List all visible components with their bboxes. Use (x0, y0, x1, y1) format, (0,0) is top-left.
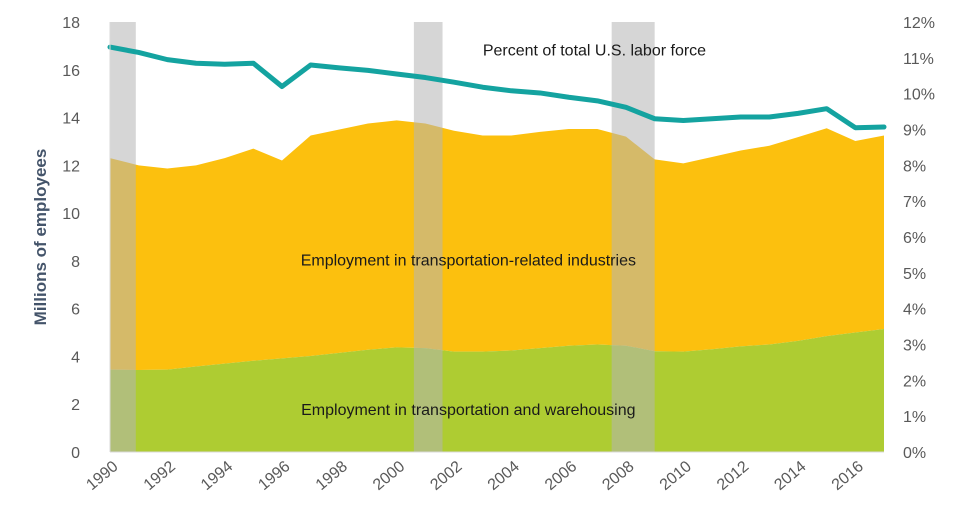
y2-tick-label: 10% (903, 87, 935, 104)
y-tick-label: 0 (71, 445, 80, 462)
y2-tick-label: 0% (903, 445, 926, 462)
y-tick-label: 14 (62, 111, 80, 128)
x-tick-label: 1994 (198, 458, 236, 494)
x-tick-label: 1990 (83, 458, 121, 494)
left-axis: 0 2 4 6 8 10 12 14 16 18 (62, 15, 111, 462)
x-tick-label: 2002 (427, 458, 465, 494)
y-tick-label: 12 (62, 158, 80, 175)
line-layer (107, 44, 887, 131)
recession-bands (110, 22, 655, 452)
y-tick-label: 18 (62, 15, 80, 32)
y2-tick-label: 11% (903, 51, 934, 68)
x-tick-label: 1998 (313, 458, 351, 494)
y2-tick-label: 2% (903, 373, 926, 390)
y2-tick-label: 7% (903, 194, 926, 211)
x-tick-label: 2006 (542, 458, 580, 494)
area-transportation-warehousing (110, 328, 884, 452)
x-tick-label: 1992 (141, 458, 179, 494)
annotation-1: Percent of total U.S. labor force (483, 42, 706, 59)
y-tick-label: 6 (71, 302, 80, 319)
y2-tick-label: 5% (903, 266, 926, 283)
x-tick-label: 2014 (771, 458, 809, 494)
line-percent-labor-force (107, 44, 887, 131)
y2-tick-label: 12% (903, 15, 935, 32)
recession-band-1 (110, 22, 136, 452)
x-tick-label: 2012 (714, 458, 752, 494)
recession-band-3 (611, 22, 655, 452)
right-axis: 0% 1% 2% 3% 4% 5% 6% 7% 8% 9% 10% 11% 12% (903, 15, 935, 462)
x-tick-label: 2008 (599, 458, 637, 494)
annotations: Percent of total U.S. labor force Employm… (301, 42, 706, 419)
y2-tick-label: 4% (903, 302, 926, 319)
area-layer (110, 120, 884, 452)
y2-tick-label: 6% (903, 230, 926, 247)
area-transportation-related (110, 120, 884, 371)
y-axis-title: Millions of employees (31, 149, 50, 326)
y-tick-label: 16 (62, 63, 80, 80)
y2-tick-label: 3% (903, 338, 926, 355)
annotation-3: Employment in transportation and warehou… (301, 402, 635, 419)
y-tick-label: 8 (71, 254, 80, 271)
y2-tick-label: 1% (903, 409, 926, 426)
annotation-2: Employment in transportation-related ind… (301, 253, 636, 270)
x-tick-label: 1996 (255, 458, 293, 494)
recession-band-2 (413, 22, 443, 452)
x-tick-label: 2000 (370, 458, 408, 494)
y-tick-label: 4 (71, 349, 80, 366)
x-tick-label: 2004 (485, 458, 523, 494)
y-tick-label: 2 (71, 397, 80, 414)
x-axis: 1990 1992 1994 1996 1998 2000 2002 2004 2006 2008… (83, 451, 884, 494)
y2-tick-label: 9% (903, 123, 926, 140)
x-tick-label: 2010 (657, 458, 695, 494)
y2-tick-label: 8% (903, 158, 926, 175)
y-tick-label: 10 (62, 206, 80, 223)
x-tick-label: 2016 (829, 458, 867, 494)
